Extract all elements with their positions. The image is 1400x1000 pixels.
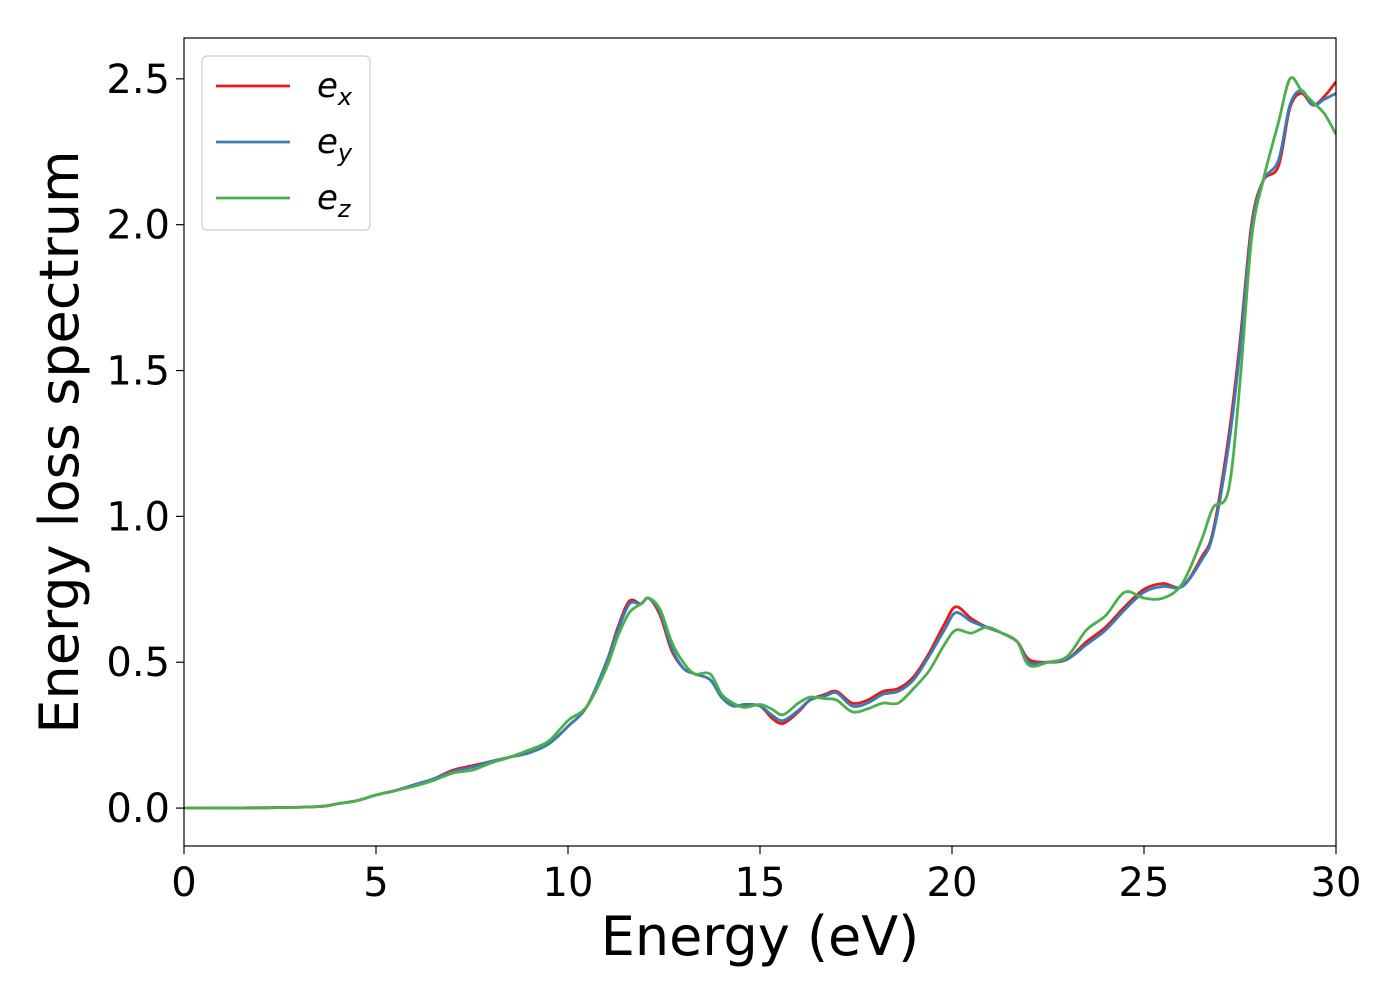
y-axis: 0.0 0.5 1.0 1.5 2.0 2.5	[106, 57, 184, 832]
x-tick-label: 10	[543, 860, 594, 906]
x-axis-label: Energy (eV)	[601, 905, 920, 968]
x-tick-label: 20	[927, 860, 978, 906]
series-lines	[184, 76, 1336, 810]
series-line-z	[184, 76, 1336, 810]
x-tick-label: 5	[363, 860, 388, 906]
legend-label-x: ex	[317, 66, 353, 111]
x-axis: 0 5 10 15 20 25 30	[171, 846, 1361, 906]
y-tick-label: 2.5	[106, 57, 170, 103]
x-tick-label: 0	[171, 860, 196, 906]
x-tick-label: 30	[1311, 860, 1362, 906]
legend: ex ey ez	[201, 55, 371, 231]
x-tick-label: 25	[1119, 860, 1170, 906]
y-tick-label: 1.5	[106, 349, 170, 395]
y-tick-label: 2.0	[106, 203, 170, 249]
y-tick-label: 0.0	[106, 786, 170, 832]
legend-label-y: ey	[317, 122, 353, 167]
y-tick-label: 0.5	[106, 640, 170, 686]
x-tick-label: 15	[735, 860, 786, 906]
y-tick-label: 1.0	[106, 494, 170, 540]
y-axis-label: Energy loss spectrum	[28, 150, 91, 733]
legend-label-z: ez	[317, 178, 352, 223]
